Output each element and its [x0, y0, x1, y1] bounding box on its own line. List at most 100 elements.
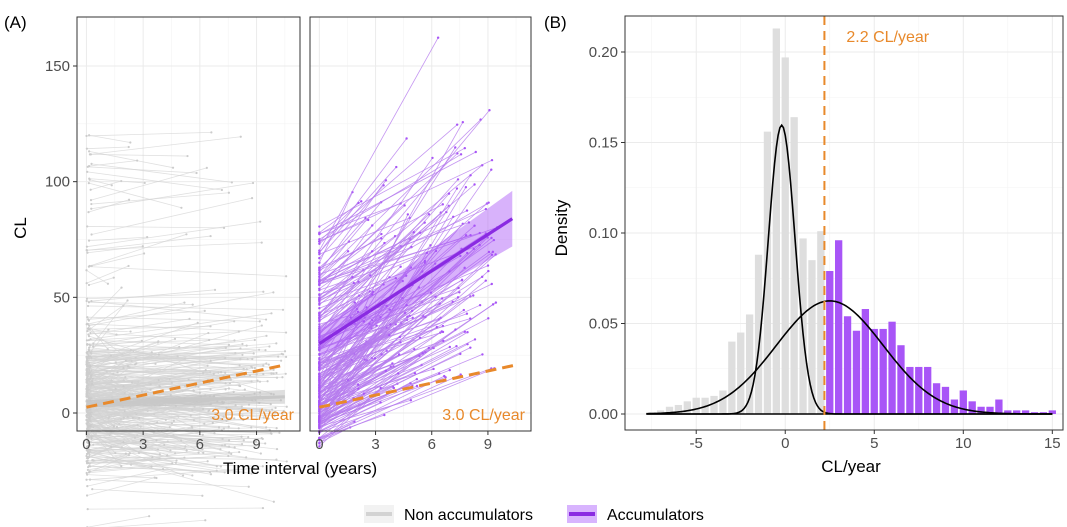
trajectory-point — [442, 339, 445, 343]
trajectory-point — [86, 473, 89, 476]
trajectory-point — [229, 417, 232, 420]
fit-confidence-band — [319, 190, 513, 358]
trajectory-point — [87, 372, 90, 375]
panel-b-x-axis-label: CL/year — [821, 457, 881, 476]
trajectory-point — [203, 309, 206, 312]
trajectory-line — [93, 340, 142, 348]
trajectory-point — [86, 508, 89, 511]
trajectory-point — [318, 423, 321, 427]
trajectory-point — [284, 355, 288, 358]
histogram-bar-non-accumulators — [719, 390, 727, 414]
trajectory-point — [87, 440, 90, 443]
histogram-bar-accumulators — [1048, 410, 1056, 414]
trajectory-point — [385, 304, 388, 308]
trajectory-line — [86, 449, 126, 455]
trajectory-point — [122, 441, 125, 444]
trajectory-point — [261, 465, 264, 468]
trajectory-point — [267, 417, 270, 420]
trajectory-point — [206, 460, 209, 463]
panel-a-y-axis-label: CL — [11, 217, 30, 239]
trajectory-line — [86, 446, 112, 459]
density-curve-accumulators — [646, 300, 1053, 415]
trajectory-point — [240, 405, 243, 408]
x-tick-label: -5 — [690, 435, 703, 452]
trajectory-point — [318, 323, 321, 326]
trajectory-line — [86, 302, 185, 325]
histogram-bar-accumulators — [986, 406, 994, 414]
histogram-bar-accumulators — [852, 330, 861, 414]
trajectory-point — [233, 446, 236, 449]
trajectory-point — [157, 353, 160, 356]
trajectory-point — [112, 425, 115, 428]
trajectory-point — [86, 170, 89, 173]
trajectory-point — [455, 123, 459, 126]
trajectory-point — [318, 378, 321, 381]
trajectory-line — [319, 402, 381, 432]
trajectory-point — [141, 245, 144, 248]
trajectory-point — [318, 261, 321, 264]
trajectory-point — [452, 215, 455, 218]
histogram-bar-accumulators — [888, 321, 896, 414]
trajectory-point — [237, 427, 240, 430]
trajectory-point — [272, 500, 275, 503]
trajectory-point — [88, 417, 91, 420]
trajectory-line — [89, 456, 193, 476]
trajectory-point — [208, 338, 211, 342]
trajectory-line — [319, 279, 463, 359]
histogram-bar-non-accumulators — [790, 117, 798, 414]
trajectory-line — [91, 182, 254, 210]
histogram-bar-non-accumulators — [656, 410, 665, 414]
fit-line — [86, 395, 285, 406]
y-tick-label: 50 — [53, 289, 70, 306]
trajectory-line — [87, 226, 225, 229]
trajectory-point — [265, 334, 268, 337]
trajectory-point — [163, 443, 166, 447]
y-tick-label: 0 — [62, 405, 70, 422]
trajectory-point — [192, 389, 195, 392]
trajectory-point — [250, 472, 253, 475]
y-tick-label: 0.05 — [589, 316, 618, 333]
trajectory-point — [86, 375, 89, 379]
trajectory-point — [256, 379, 259, 382]
legend: Non accumulators Accumulators — [364, 505, 704, 524]
panel-a-x-axis-label: Time interval (years) — [223, 459, 377, 478]
trajectory-point — [262, 373, 265, 376]
trajectory-point — [219, 465, 223, 468]
trajectory-point — [272, 291, 275, 294]
trajectory-line — [89, 179, 112, 186]
trajectory-point — [275, 447, 279, 451]
trajectory-line — [319, 340, 444, 383]
trajectory-point — [432, 367, 435, 371]
histogram-bar-accumulators — [879, 328, 887, 414]
trajectory-line — [86, 477, 155, 496]
trajectory-point — [87, 318, 90, 321]
x-tick-label: 0 — [315, 436, 323, 453]
trajectory-point — [467, 221, 471, 224]
trajectory-point — [273, 411, 277, 414]
trajectory-point — [318, 401, 321, 404]
x-tick-label: 0 — [781, 435, 789, 452]
trajectory-point — [243, 388, 246, 391]
trajectory-point — [272, 368, 275, 371]
trajectory-line — [319, 37, 439, 251]
trajectory-point — [478, 231, 481, 235]
trajectory-line — [319, 234, 471, 285]
trajectory-line — [319, 234, 490, 396]
trajectory-point — [494, 253, 497, 256]
trajectory-point — [87, 461, 90, 465]
x-tick-label: 6 — [428, 436, 436, 453]
trajectory-point — [202, 451, 205, 454]
trajectory-line — [89, 451, 217, 472]
trajectory-point — [201, 407, 205, 411]
trajectory-point — [318, 288, 321, 292]
trajectory-point — [85, 360, 88, 363]
trajectory-point — [457, 286, 460, 290]
trajectory-line — [90, 356, 269, 366]
threshold-annotation: 3.0 CL/year — [442, 407, 525, 424]
trajectory-point — [157, 378, 160, 382]
trajectory-point — [91, 377, 94, 380]
trajectory-point — [318, 421, 321, 424]
trajectory-line — [91, 197, 253, 235]
trajectory-point — [463, 146, 467, 150]
